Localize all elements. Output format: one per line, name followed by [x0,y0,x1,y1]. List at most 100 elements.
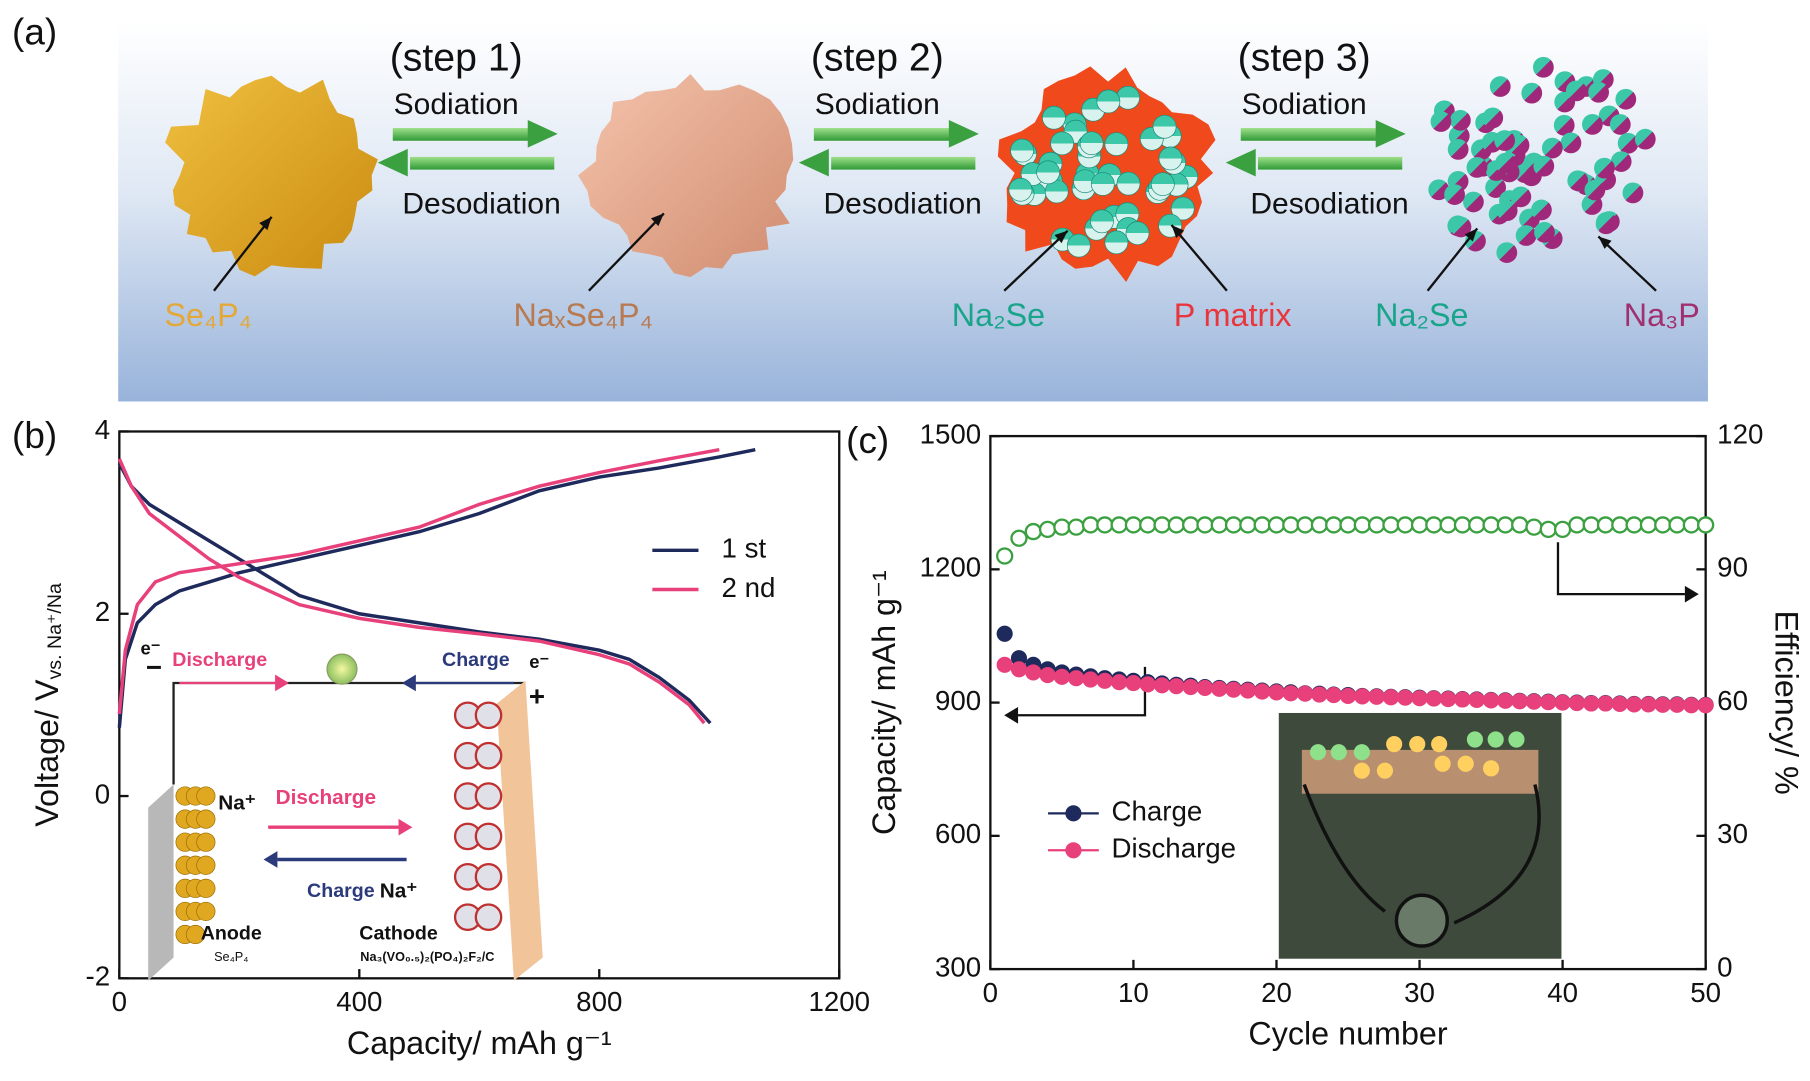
particle [1430,111,1452,132]
anode-particle [196,901,216,921]
particle [1066,233,1091,258]
particle [1634,128,1656,150]
particle [1104,132,1129,156]
pointer-line [1170,224,1228,292]
y-axis-label-main: Voltage/ V [28,679,64,827]
cathode-particle [474,782,503,810]
y-tick-label: 2 [95,596,110,627]
legend-marker [1065,842,1082,859]
data-point [1525,518,1543,536]
particle [1050,131,1074,156]
component-label: Na₂Se [952,297,1045,333]
x-tick-label: 40 [1547,977,1578,1008]
guide-line [1556,542,1685,596]
data-point [1353,516,1371,534]
data-point [1297,685,1314,702]
data-point [1339,516,1357,534]
photo-led [1431,736,1448,753]
data-point [1425,690,1442,707]
pointer-line [213,216,273,292]
blob [165,75,378,277]
particle [1447,138,1469,160]
legend-marker [1065,805,1082,822]
particle [1104,230,1129,255]
data-point [1453,516,1472,534]
x-tick-label: 30 [1404,977,1435,1008]
data-point [1253,516,1271,534]
particle [1494,130,1516,151]
x-tick-label: 20 [1261,977,1292,1008]
arrow-head [1464,228,1478,242]
particle [1595,211,1617,233]
particle [1466,156,1488,178]
y-tick-label: 1200 [920,552,982,583]
arrow-shaft [392,128,532,141]
anode-particle [196,786,216,806]
data-point [1010,661,1028,678]
data-point [1582,516,1600,534]
data-point [1511,693,1528,710]
photo-led [1376,762,1394,779]
particle [1158,146,1183,171]
x-tick-label: 50 [1690,977,1721,1008]
component-label: NaₓSe₄P₄ [513,297,652,333]
particle [1610,151,1632,172]
particle [1150,172,1175,197]
data-point [1225,681,1242,698]
data-point [1181,516,1200,534]
photo-led [1457,755,1474,772]
data-point [1196,679,1214,697]
anode-slab [148,784,174,981]
component-label: Na₃P [1624,297,1700,333]
photo-led [1487,731,1504,748]
component-label: Na₂Se [1375,297,1468,333]
data-point [1025,664,1042,681]
arrow-head [275,674,289,692]
y-tick-label: 900 [935,685,981,716]
data-point [1311,686,1328,703]
photo-coin [1394,893,1449,948]
anode-particle [196,832,216,852]
photo-led [1353,762,1370,779]
data-point [1697,697,1714,714]
data-point [1553,520,1572,539]
y-tick-label: 300 [935,951,981,982]
data-point [996,625,1013,642]
photo-led [1434,755,1451,772]
data-point [1654,696,1671,713]
panel-label: (b) [12,415,57,456]
data-point [1182,678,1199,696]
particle [1496,200,1518,222]
y2-tick-label: 0 [1717,951,1732,982]
particle [1553,114,1575,136]
data-point [1268,684,1285,701]
particle [1531,199,1552,221]
data-point [1139,516,1157,534]
step-label: (step 3) [1238,35,1371,79]
data-point [1668,516,1686,534]
particle [1428,179,1450,201]
inset-label: Cathode [359,923,438,945]
arrow-head [259,216,272,231]
process-label: Sodiation [1242,88,1367,121]
panel-label: (a) [12,11,57,52]
arrow-head [1375,119,1406,148]
x-tick-label: 800 [576,986,622,1017]
particle [1444,184,1465,205]
data-point [1354,688,1371,705]
data-point [1368,688,1385,705]
data-point [1210,516,1228,534]
data-point [1325,686,1342,704]
data-point [1067,518,1085,536]
pointer-line [1597,235,1657,292]
data-point [1396,516,1414,534]
data-point [1339,687,1357,705]
arrow-head [1684,585,1699,603]
inset-label: − [146,651,162,682]
y-axis-label: Capacity/ mAh g⁻¹ [866,570,902,835]
data-point [1697,516,1715,534]
particle [1495,152,1516,174]
data-point [1111,674,1128,691]
data-point [1282,516,1300,534]
